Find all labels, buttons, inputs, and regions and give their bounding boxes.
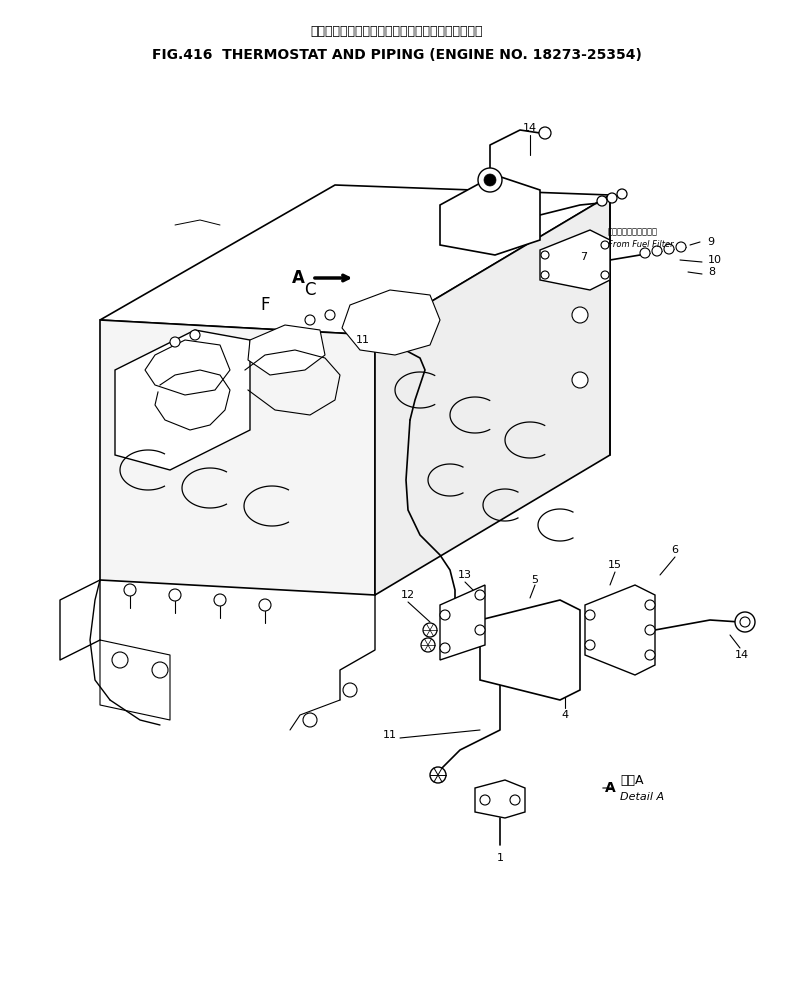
Circle shape [664, 244, 674, 254]
Polygon shape [342, 290, 440, 355]
Text: 1: 1 [496, 853, 503, 863]
Circle shape [740, 617, 750, 627]
Text: C: C [304, 281, 316, 299]
Polygon shape [440, 585, 485, 660]
Text: 6: 6 [672, 545, 679, 555]
Circle shape [617, 189, 627, 199]
Circle shape [478, 168, 502, 192]
Text: 5: 5 [531, 575, 538, 585]
Text: 9: 9 [707, 237, 714, 247]
Circle shape [475, 625, 485, 635]
Circle shape [645, 625, 655, 635]
Circle shape [572, 242, 588, 258]
Text: 詳細A: 詳細A [620, 773, 643, 786]
Polygon shape [440, 175, 540, 255]
Polygon shape [248, 325, 325, 375]
Circle shape [440, 643, 450, 653]
Circle shape [572, 372, 588, 388]
Polygon shape [585, 585, 655, 675]
Circle shape [484, 174, 496, 186]
Polygon shape [100, 185, 610, 335]
Circle shape [430, 767, 446, 783]
Polygon shape [375, 195, 610, 595]
Circle shape [645, 600, 655, 610]
Text: 14: 14 [735, 650, 749, 660]
Text: 14: 14 [523, 123, 537, 133]
Circle shape [305, 315, 315, 325]
Text: A: A [292, 269, 305, 287]
Circle shape [510, 795, 520, 805]
Circle shape [423, 623, 437, 637]
Text: 11: 11 [383, 730, 397, 740]
Circle shape [541, 251, 549, 259]
Circle shape [480, 795, 490, 805]
Polygon shape [540, 230, 610, 290]
Circle shape [572, 307, 588, 323]
Circle shape [475, 590, 485, 600]
Circle shape [124, 584, 136, 596]
Circle shape [440, 610, 450, 620]
Circle shape [640, 248, 650, 258]
Circle shape [597, 196, 607, 206]
Circle shape [676, 242, 686, 252]
Text: 13: 13 [458, 570, 472, 580]
Polygon shape [480, 600, 580, 700]
Text: FIG.416  THERMOSTAT AND PIPING (ENGINE NO. 18273-25354): FIG.416 THERMOSTAT AND PIPING (ENGINE NO… [152, 48, 642, 62]
Text: F: F [260, 296, 270, 314]
Text: A: A [604, 781, 615, 795]
Circle shape [585, 640, 595, 650]
Text: 12: 12 [401, 590, 415, 600]
Text: From Fuel Filter: From Fuel Filter [608, 239, 673, 248]
Text: サーモスタット　および　パイピング　　適用号機: サーモスタット および パイピング 適用号機 [310, 25, 484, 38]
Polygon shape [100, 320, 375, 595]
Circle shape [169, 589, 181, 601]
Text: 15: 15 [608, 560, 622, 570]
Polygon shape [115, 330, 250, 470]
Circle shape [325, 310, 335, 320]
Circle shape [539, 127, 551, 139]
Text: 11: 11 [356, 335, 370, 345]
Circle shape [601, 241, 609, 249]
Circle shape [645, 650, 655, 660]
Text: 8: 8 [708, 267, 715, 277]
Circle shape [343, 683, 357, 697]
Circle shape [585, 610, 595, 620]
Text: フュエルフィルタよリ: フュエルフィルタよリ [608, 227, 658, 236]
Circle shape [652, 246, 662, 256]
Circle shape [112, 652, 128, 668]
Text: 10: 10 [708, 255, 722, 265]
Circle shape [214, 594, 226, 606]
Polygon shape [145, 340, 230, 395]
Polygon shape [475, 780, 525, 818]
Circle shape [190, 330, 200, 340]
Text: Detail A: Detail A [620, 792, 664, 802]
Circle shape [541, 271, 549, 279]
Circle shape [259, 599, 271, 611]
Circle shape [152, 662, 168, 678]
Circle shape [170, 337, 180, 347]
Text: 7: 7 [580, 252, 587, 262]
Text: 4: 4 [561, 710, 569, 720]
Circle shape [607, 193, 617, 203]
Circle shape [735, 612, 755, 632]
Circle shape [421, 638, 435, 652]
Circle shape [303, 713, 317, 727]
Circle shape [601, 271, 609, 279]
